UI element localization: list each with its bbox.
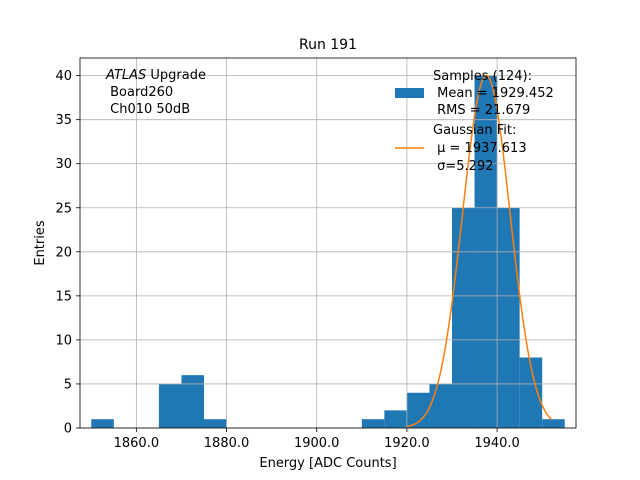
x-tick-label: 1860.0 [114,436,160,451]
x-tick-label: 1900.0 [294,436,340,451]
histogram-bar [429,383,452,428]
chart-title: Run 191 [299,37,357,53]
y-tick-label: 0 [64,422,72,437]
histogram-bar [452,207,475,428]
legend-histogram-swatch [395,88,424,98]
histogram-bar [181,375,204,428]
x-tick-label: 1940.0 [474,436,520,451]
y-tick-label: 15 [55,289,72,304]
legend-fit-sigma: σ=5.292 [433,159,493,174]
x-axis-label: Energy [ADC Counts] [259,456,396,471]
y-tick-label: 35 [55,113,72,128]
gaussian-fit-curve [406,74,552,428]
annotation-line-1: ATLAS Upgrade [105,68,206,83]
axes-frame [79,57,577,429]
histogram-bar [204,419,227,428]
histogram-bar [91,419,114,428]
y-tick-label: 25 [55,201,72,216]
y-tick-label: 40 [55,69,72,84]
legend-fit-mu: μ = 1937.613 [433,141,527,156]
legend-fit-line-1: Gaussian Fit: [433,123,516,138]
y-axis-label: Entries [33,220,48,266]
x-tick-label: 1880.0 [204,436,250,451]
legend: Samples (124): Mean = 1929.452 RMS = 21.… [395,69,554,174]
y-tick-label: 30 [55,157,72,172]
histogram-bar [519,357,543,428]
x-axis-ticks: 1860.0 1880.0 1900.0 1920.0 1940.0 [114,428,520,451]
legend-histogram-line-1: Samples (124): [433,69,532,84]
x-tick-label: 1920.0 [384,436,430,451]
legend-histogram-rms: RMS = 21.679 [433,103,530,118]
annotation-atlas: ATLAS [105,68,146,83]
y-tick-label: 20 [55,245,72,260]
y-tick-label: 5 [64,377,72,392]
histogram-bar [158,383,182,428]
y-tick-label: 10 [55,333,72,348]
atlas-annotation: ATLAS Upgrade Board260 Ch010 50dB [105,68,206,117]
y-axis-ticks: 0 5 10 15 20 25 30 35 40 [55,69,80,437]
annotation-line-2: Board260 [106,85,173,100]
annotation-line-3: Ch010 50dB [106,102,190,117]
histogram-bar [497,207,520,428]
histogram-bar [384,410,407,428]
histogram-bar [542,419,565,428]
annotation-upgrade: Upgrade [146,68,206,83]
legend-histogram-mean: Mean = 1929.452 [433,86,554,101]
histogram-bar [406,392,430,428]
histogram-bar [361,419,385,428]
